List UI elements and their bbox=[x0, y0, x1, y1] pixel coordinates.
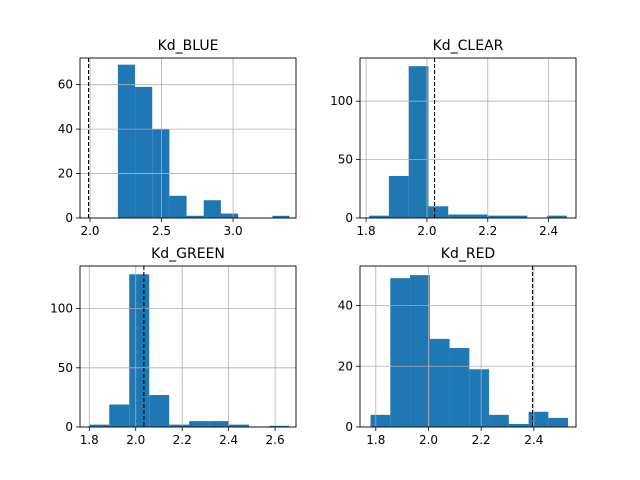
histogram-bar bbox=[508, 423, 529, 427]
y-tick-label: 100 bbox=[330, 94, 353, 108]
panel-title: Kd_CLEAR bbox=[433, 38, 504, 54]
panel-title: Kd_GREEN bbox=[151, 246, 225, 262]
histogram-bar bbox=[129, 274, 150, 427]
panel-kd-clear: Kd_CLEAR 1.8 2.0 2.2 2.4 0 50 100 bbox=[330, 38, 577, 238]
histogram-bar bbox=[390, 278, 411, 427]
histogram-bar bbox=[229, 424, 250, 427]
y-tick-label: 0 bbox=[65, 420, 73, 434]
x-tick-label: 2.6 bbox=[266, 433, 285, 447]
y-tick-label: 20 bbox=[338, 359, 353, 373]
histogram-bar bbox=[547, 215, 567, 218]
histogram-bar bbox=[388, 175, 409, 218]
x-tick-label: 2.4 bbox=[219, 433, 238, 447]
histogram-bar bbox=[209, 421, 230, 427]
histogram-bar bbox=[89, 424, 110, 427]
x-tick-label: 2.2 bbox=[173, 433, 192, 447]
x-tick-label: 2.4 bbox=[524, 433, 543, 447]
histogram-bar bbox=[220, 213, 239, 218]
y-tick-label: 50 bbox=[58, 361, 73, 375]
histogram-bar bbox=[428, 206, 449, 218]
y-tick-label: 0 bbox=[345, 420, 353, 434]
x-tick-label: 2.0 bbox=[417, 224, 436, 238]
x-tick-label: 2.0 bbox=[126, 433, 145, 447]
x-tick-label: 2.2 bbox=[478, 224, 497, 238]
y-tick-label: 40 bbox=[58, 122, 73, 136]
histogram-bar bbox=[489, 414, 509, 427]
histogram-bar bbox=[448, 214, 468, 218]
histogram-bar bbox=[135, 86, 153, 218]
axes-frame bbox=[79, 57, 297, 219]
histogram-bar bbox=[169, 424, 190, 427]
x-tick-label: 1.8 bbox=[366, 433, 385, 447]
x-tick-label: 2.4 bbox=[539, 224, 558, 238]
histogram-bar bbox=[469, 369, 490, 427]
x-tick-label: 3.0 bbox=[224, 224, 243, 238]
histogram-bar bbox=[149, 395, 170, 427]
histogram-bar bbox=[269, 425, 290, 427]
histogram-bar bbox=[369, 215, 389, 218]
y-tick-label: 60 bbox=[58, 78, 73, 92]
histogram-bar bbox=[429, 338, 450, 427]
x-tick-label: 2.0 bbox=[80, 224, 99, 238]
y-tick-label: 50 bbox=[338, 153, 353, 167]
panel-title: Kd_RED bbox=[441, 246, 495, 262]
histogram-bar bbox=[548, 417, 569, 427]
histogram-bar bbox=[186, 215, 204, 218]
histogram-bar bbox=[528, 411, 549, 427]
histogram-bar bbox=[169, 195, 187, 218]
y-tick-label: 0 bbox=[345, 211, 353, 225]
histogram-bar bbox=[203, 200, 221, 218]
panel-title: Kd_BLUE bbox=[158, 38, 219, 54]
histogram-bar bbox=[408, 66, 429, 219]
axes-frame bbox=[359, 265, 577, 428]
x-tick-label: 2.5 bbox=[152, 224, 171, 238]
histogram-bar bbox=[507, 215, 528, 218]
x-tick-label: 1.8 bbox=[357, 224, 376, 238]
histogram-bar bbox=[410, 275, 430, 427]
panel-kd-red: Kd_RED 1.8 2.0 2.2 2.4 0 20 40 bbox=[338, 246, 577, 447]
x-tick-label: 1.8 bbox=[80, 433, 99, 447]
panel-kd-green: Kd_GREEN 1.8 2.0 2.2 2.4 2.6 0 50 100 bbox=[50, 246, 297, 447]
axes-frame bbox=[359, 57, 577, 219]
y-tick-label: 40 bbox=[338, 298, 353, 312]
y-tick-label: 100 bbox=[50, 302, 73, 316]
histogram-bar bbox=[370, 414, 391, 427]
y-tick-label: 0 bbox=[65, 211, 73, 225]
histogram-bar bbox=[449, 348, 470, 427]
panel-kd-blue: Kd_BLUE 2.0 2.5 3.0 0 20 40 60 bbox=[58, 38, 297, 238]
x-tick-label: 2.0 bbox=[419, 433, 438, 447]
histogram-bar bbox=[487, 215, 508, 218]
histogram-bar bbox=[109, 404, 130, 427]
histogram-bar bbox=[117, 64, 136, 218]
y-tick-label: 20 bbox=[58, 167, 73, 181]
histogram-bar bbox=[272, 215, 290, 218]
histogram-bar bbox=[468, 214, 488, 218]
axes-frame bbox=[79, 265, 297, 428]
histogram-bar bbox=[189, 421, 210, 427]
x-tick-label: 2.2 bbox=[472, 433, 491, 447]
